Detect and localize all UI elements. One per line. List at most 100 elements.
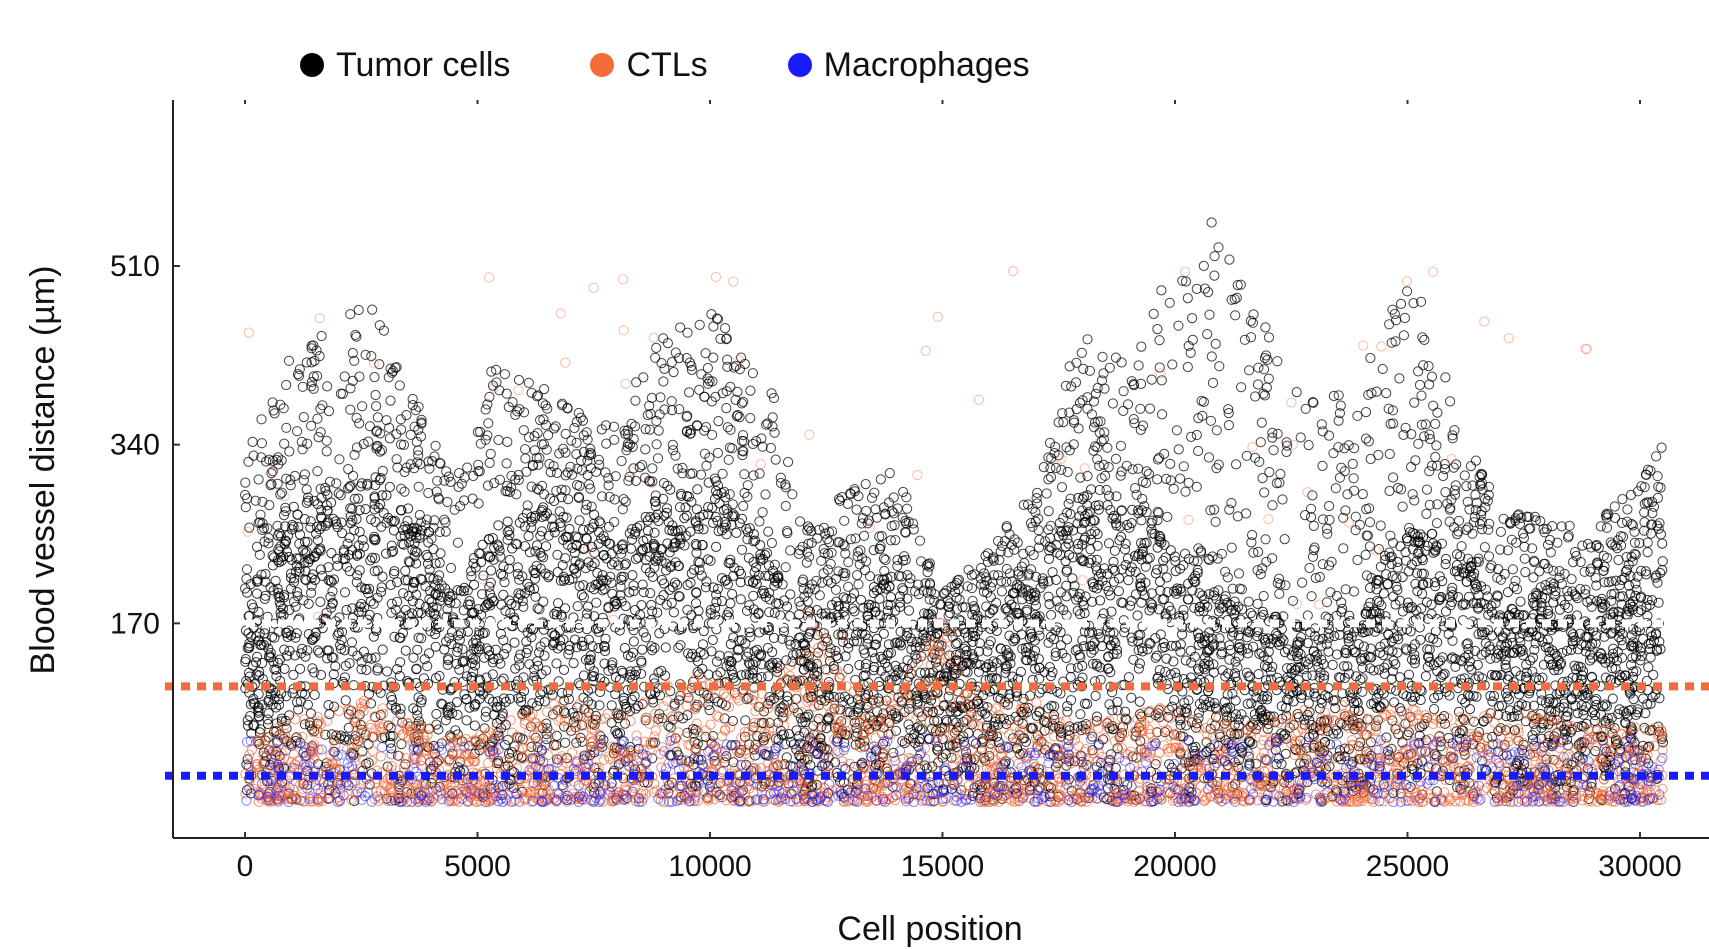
tumor-cell-point [1190,570,1201,581]
legend-item-macrophages[interactable]: Macrophages [787,46,1030,85]
tumor-cell-point [846,696,857,708]
tumor-cell-point [581,533,592,545]
tumor-cell-point [1046,609,1057,621]
tumor-cell-point [485,577,496,588]
tumor-cell-point [578,524,589,535]
tumor-cell-point [606,559,618,570]
tumor-cell-point [630,553,642,565]
tumor-cell-point [395,657,406,668]
tumor-cell-point [1586,671,1598,682]
tumor-cell-point [754,627,765,638]
tumor-cell-point [574,515,585,526]
tumor-cell-point [568,658,579,669]
tumor-cell-point [1123,575,1134,586]
tumor-cell-point [794,609,805,620]
tumor-cell-point [688,623,699,634]
tumor-cell-point [660,642,671,653]
tumor-cell-point [679,513,690,524]
tumor-cell-point [1033,653,1044,665]
tumor-cell-point [252,651,263,662]
tumor-cell-point [382,666,393,677]
tumor-cell-point [1502,691,1513,702]
tumor-cell-point [883,639,895,650]
tumor-cell-point [1397,572,1408,583]
tumor-cell-point [711,596,722,608]
tumor-cell-point [1051,596,1062,607]
legend-item-tumor-cells[interactable]: Tumor cells [300,46,510,85]
tumor-cell-point [483,551,494,562]
tumor-cell-point [1095,632,1106,643]
tumor-cell-point [1233,630,1244,641]
tumor-cell-point [1233,714,1244,725]
tumor-cell-point [645,588,656,599]
tumor-cell-point [849,606,860,617]
tumor-cell-point [1126,692,1137,703]
tumor-cell-point [1319,670,1330,681]
tumor-cell-point [652,607,663,618]
tumor-cell-point [611,599,622,610]
tumor-cell-point [384,481,395,493]
tumor-cell-point [1113,586,1125,597]
tumor-cell-point [576,589,588,601]
legend-item-ctls[interactable]: CTLs [590,46,708,85]
tumor-cell-point [1449,676,1460,687]
tumor-cell-point [619,642,631,654]
tumor-cell-point [1440,559,1451,570]
tumor-cell-point [327,586,338,597]
tumor-cell-point [1389,697,1400,708]
tumor-cell-point [1590,715,1601,727]
tumor-cell-point [1127,504,1138,515]
tumor-cell-point [731,527,742,539]
tumor-cell-point [618,571,629,582]
data-points [240,217,1669,808]
tumor-cell-point [1577,753,1588,764]
tumor-cell-point [275,600,286,612]
tumor-cell-point [529,573,541,584]
tumor-cell-point [377,571,388,582]
tumor-cell-point [532,603,543,614]
tumor-cell-point [1600,672,1611,683]
tumor-cell-point [430,641,441,652]
tumor-cell-point [682,579,693,591]
tumor-cell-point [1429,704,1440,715]
tumor-cell-point [1134,658,1146,669]
tumor-cell-point [1116,505,1127,516]
tumor-cell-point [1230,605,1241,616]
tumor-cell-point [263,708,274,719]
tumor-cell-point [459,689,470,700]
tumor-cell-point [674,502,686,513]
tumor-cell-point [1648,669,1659,681]
tumor-cell-point [629,605,641,616]
tumor-cell-point [346,637,357,648]
tumor-cell-point [1409,649,1420,660]
tumor-cell-point [386,691,397,702]
tumor-cell-point [1572,721,1583,733]
tumor-cell-point [1379,662,1390,673]
tumor-cell-point [1375,561,1387,572]
tumor-cell-point [324,709,335,720]
tumor-cell-point [493,520,504,531]
tumor-cell-point [578,580,589,591]
tumor-cell-point [1387,715,1398,726]
tumor-cell-point [985,636,996,647]
tumor-cell-point [1047,567,1058,578]
tumor-cell-point [499,649,510,660]
tumor-cell-point [1057,648,1068,659]
tumor-cell-point [1091,554,1103,565]
tumor-cell-point [723,607,734,618]
tumor-cell-point [1107,563,1118,574]
tumor-cell-point [606,700,617,711]
tumor-cell-point [1590,710,1601,721]
tumor-cell-point [552,549,563,560]
tumor-cell-point [504,595,515,606]
tumor-cell-point [627,570,638,581]
tumor-cell-point [1102,568,1113,580]
tumor-cell-point [503,563,515,574]
tumor-cell-point [1381,732,1392,743]
tumor-cell-point [777,633,788,644]
tumor-cell-point [1072,605,1083,616]
tumor-cell-point [356,478,367,489]
tumor-cell-point [736,544,748,555]
tumor-cell-point [1567,629,1579,640]
legend-label-tumor-cells: Tumor cells [336,45,511,84]
